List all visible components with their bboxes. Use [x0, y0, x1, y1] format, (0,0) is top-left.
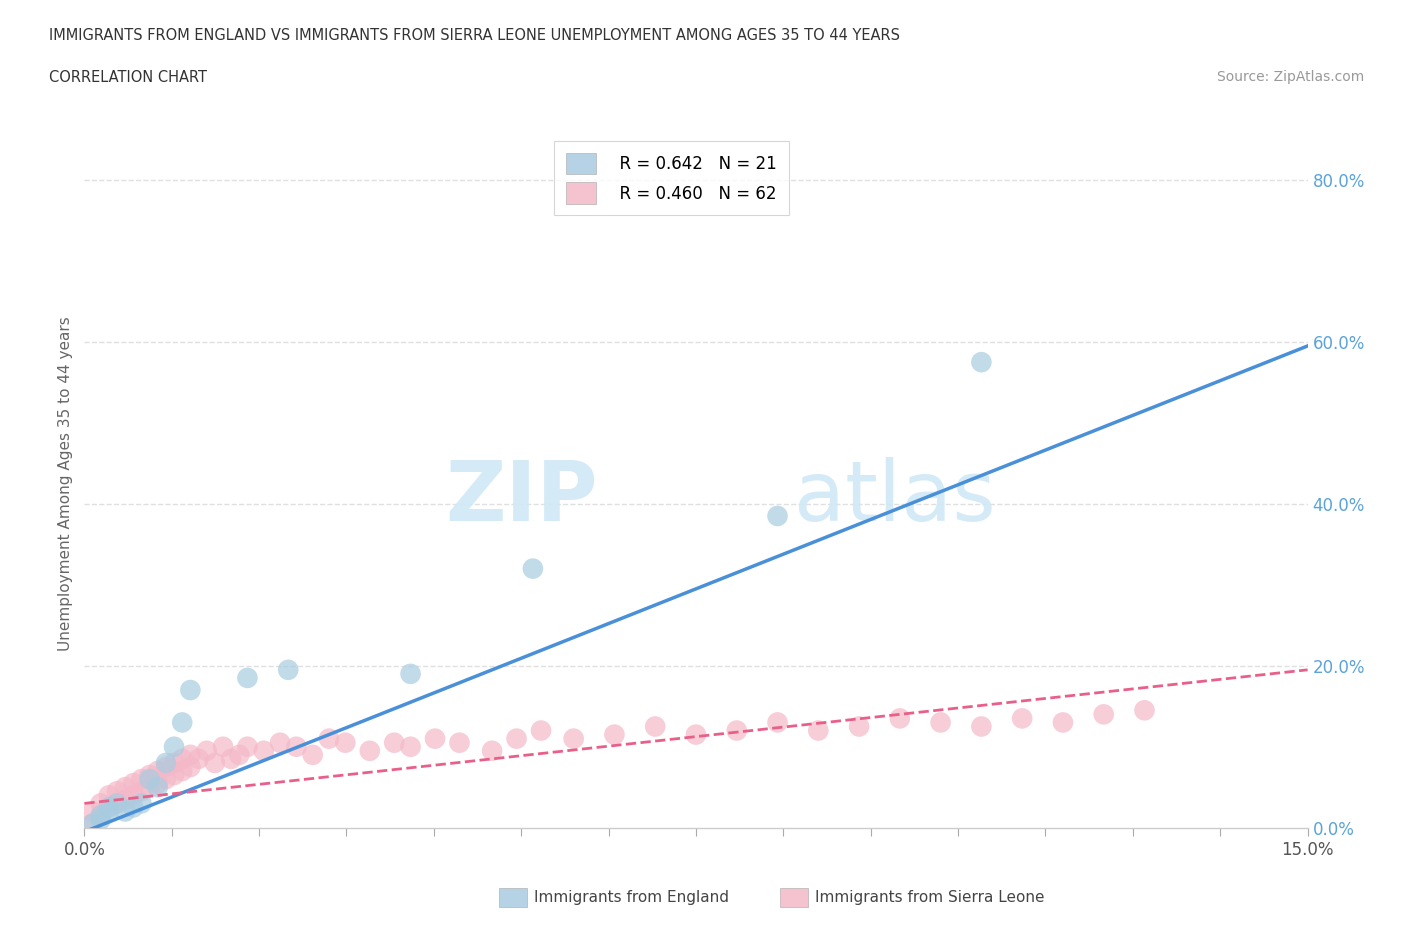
Point: [766, 715, 789, 730]
Point: [122, 788, 145, 803]
Point: [269, 736, 291, 751]
Point: [228, 748, 250, 763]
Legend:   R = 0.642   N = 21,   R = 0.460   N = 62: R = 0.642 N = 21, R = 0.460 N = 62: [554, 141, 789, 216]
Point: [522, 561, 544, 576]
Text: IMMIGRANTS FROM ENGLAND VS IMMIGRANTS FROM SIERRA LEONE UNEMPLOYMENT AMONG AGES : IMMIGRANTS FROM ENGLAND VS IMMIGRANTS FR…: [49, 28, 900, 43]
Point: [146, 779, 169, 794]
Point: [155, 760, 177, 775]
Point: [399, 739, 422, 754]
Point: [90, 812, 112, 827]
Point: [970, 719, 993, 734]
Point: [1011, 711, 1033, 725]
Point: [163, 755, 186, 770]
Point: [1133, 703, 1156, 718]
Point: [82, 817, 104, 831]
Point: [138, 772, 160, 787]
Point: [163, 767, 186, 782]
Point: [685, 727, 707, 742]
Point: [138, 767, 160, 782]
Point: [163, 739, 186, 754]
Text: ZIP: ZIP: [446, 457, 598, 538]
Point: [97, 800, 120, 815]
Point: [105, 796, 128, 811]
Text: CORRELATION CHART: CORRELATION CHART: [49, 70, 207, 85]
Point: [399, 667, 422, 682]
Point: [97, 788, 120, 803]
Point: [105, 796, 128, 811]
Point: [889, 711, 911, 725]
Point: [131, 772, 153, 787]
Point: [146, 764, 169, 778]
Point: [481, 743, 503, 758]
Y-axis label: Unemployment Among Ages 35 to 44 years: Unemployment Among Ages 35 to 44 years: [58, 316, 73, 651]
Point: [179, 760, 201, 775]
Point: [114, 804, 136, 819]
Point: [179, 683, 201, 698]
Point: [562, 731, 585, 746]
Point: [97, 804, 120, 819]
Point: [114, 779, 136, 794]
Point: [212, 739, 235, 754]
Point: [236, 671, 259, 685]
Point: [277, 662, 299, 677]
Point: [82, 804, 104, 819]
Point: [187, 751, 209, 766]
Point: [359, 743, 381, 758]
Point: [301, 748, 323, 763]
Point: [929, 715, 952, 730]
Point: [90, 808, 112, 823]
Point: [172, 751, 194, 766]
Point: [449, 736, 471, 751]
Point: [131, 784, 153, 799]
Point: [204, 755, 226, 770]
Point: [644, 719, 666, 734]
Point: [1052, 715, 1074, 730]
Point: [848, 719, 870, 734]
Point: [382, 736, 405, 751]
Text: Source: ZipAtlas.com: Source: ZipAtlas.com: [1216, 70, 1364, 84]
Point: [253, 743, 276, 758]
Point: [335, 736, 357, 751]
Point: [172, 715, 194, 730]
Point: [155, 755, 177, 770]
Point: [114, 792, 136, 807]
Text: atlas: atlas: [794, 457, 995, 538]
Point: [219, 751, 242, 766]
Point: [172, 764, 194, 778]
Point: [530, 724, 553, 738]
Point: [122, 800, 145, 815]
Point: [970, 354, 993, 369]
Point: [179, 748, 201, 763]
Point: [90, 796, 112, 811]
Point: [725, 724, 748, 738]
Point: [236, 739, 259, 754]
Text: Immigrants from England: Immigrants from England: [534, 890, 730, 905]
Point: [155, 772, 177, 787]
Text: Immigrants from Sierra Leone: Immigrants from Sierra Leone: [815, 890, 1045, 905]
Point: [82, 817, 104, 831]
Point: [766, 509, 789, 524]
Point: [1092, 707, 1115, 722]
Point: [90, 808, 112, 823]
Point: [285, 739, 308, 754]
Point: [131, 796, 153, 811]
Point: [138, 779, 160, 794]
Point: [318, 731, 340, 746]
Point: [423, 731, 446, 746]
Point: [97, 800, 120, 815]
Point: [146, 776, 169, 790]
Point: [807, 724, 830, 738]
Point: [105, 784, 128, 799]
Point: [505, 731, 527, 746]
Point: [122, 776, 145, 790]
Point: [195, 743, 218, 758]
Point: [603, 727, 626, 742]
